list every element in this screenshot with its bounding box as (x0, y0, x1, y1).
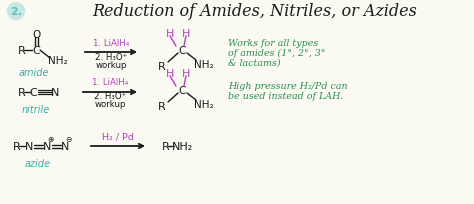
Text: H: H (182, 29, 190, 39)
Text: nitrile: nitrile (22, 104, 50, 114)
Text: H: H (166, 69, 174, 79)
Text: 1. LiAlH₄: 1. LiAlH₄ (93, 38, 129, 47)
Text: amide: amide (19, 68, 49, 78)
Text: ⊕: ⊕ (47, 134, 53, 143)
Text: NH₂: NH₂ (48, 56, 68, 66)
Text: N: N (25, 141, 33, 151)
Text: N: N (43, 141, 51, 151)
Text: C: C (178, 86, 186, 95)
Text: 2. H₃O⁺: 2. H₃O⁺ (94, 92, 126, 101)
Text: ⊖: ⊖ (65, 134, 71, 143)
Text: R: R (18, 88, 26, 98)
Text: R: R (158, 102, 166, 111)
Text: workup: workup (94, 100, 126, 109)
Text: be used instead of LAH.: be used instead of LAH. (228, 92, 343, 101)
Text: & lactams): & lactams) (228, 58, 281, 67)
Text: C: C (32, 46, 40, 56)
Text: workup: workup (95, 60, 127, 69)
Text: C: C (178, 46, 186, 56)
Text: NH₂: NH₂ (194, 100, 214, 110)
Text: R: R (158, 62, 166, 72)
Text: 2.: 2. (10, 7, 22, 17)
Text: R: R (162, 141, 170, 151)
Text: O: O (32, 30, 41, 40)
Text: R: R (18, 46, 26, 56)
Text: C: C (29, 88, 37, 98)
Text: NH₂: NH₂ (194, 60, 214, 70)
Text: H₂ / Pd: H₂ / Pd (102, 132, 134, 141)
Text: N: N (61, 141, 69, 151)
Text: of amides (1°, 2°, 3°: of amides (1°, 2°, 3° (228, 48, 326, 57)
Text: Works for all types: Works for all types (228, 38, 318, 47)
Text: azide: azide (25, 158, 51, 168)
Text: High pressure H₂/Pd can: High pressure H₂/Pd can (228, 82, 347, 91)
Text: R: R (13, 141, 21, 151)
Text: H: H (182, 69, 190, 79)
Text: 1. LiAlH₄: 1. LiAlH₄ (92, 78, 128, 87)
Text: 2. H₃O⁺: 2. H₃O⁺ (95, 52, 127, 61)
Text: H: H (166, 29, 174, 39)
Text: Reduction of Amides, Nitriles, or Azides: Reduction of Amides, Nitriles, or Azides (92, 3, 418, 20)
Text: N: N (51, 88, 59, 98)
Text: NH₂: NH₂ (173, 141, 193, 151)
Circle shape (8, 3, 25, 20)
